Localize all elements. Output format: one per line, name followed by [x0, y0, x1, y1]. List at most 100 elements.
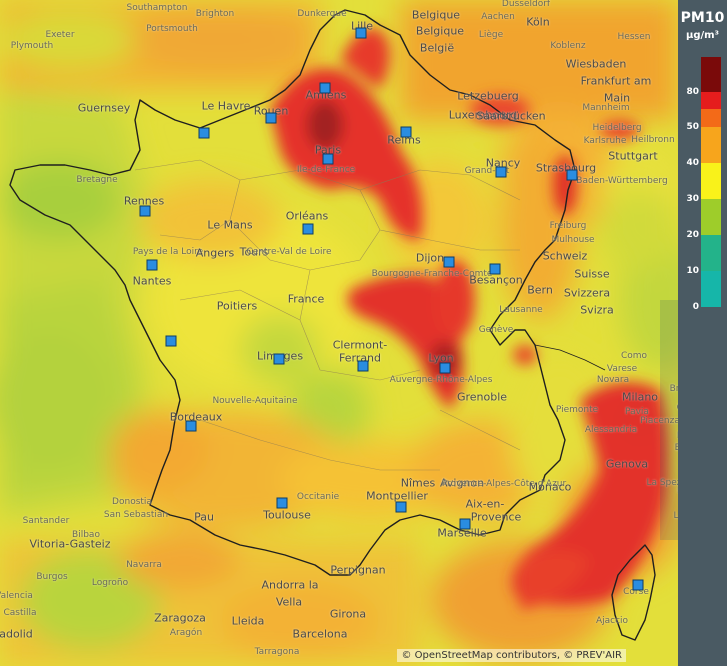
- station-marker[interactable]: [439, 362, 451, 374]
- air-quality-map[interactable]: Southampton Brighton Dunkerque Belgique Aach…: [0, 0, 678, 666]
- city-label: Dunkerque: [297, 9, 347, 19]
- city-label: Mannheim: [582, 103, 630, 113]
- station-marker[interactable]: [276, 497, 288, 509]
- city-label: Emilia-Rom: [674, 443, 678, 453]
- legend-tick-label: 10: [686, 266, 699, 276]
- city-label: Vella: [275, 595, 303, 609]
- city-label: Aachen: [481, 12, 515, 22]
- city-label: Strasbourg: [535, 161, 597, 175]
- legend-tick-label: 50: [686, 122, 699, 132]
- station-marker[interactable]: [443, 256, 455, 268]
- legend-band: [701, 57, 721, 92]
- city-label: Montpellier: [366, 489, 428, 503]
- city-label: Besançon: [469, 273, 523, 287]
- city-label: Monaco: [528, 480, 572, 494]
- city-label: Suisse: [574, 267, 610, 281]
- city-label: Novara: [596, 375, 630, 385]
- city-label: Hessen: [617, 32, 651, 42]
- city-label: Piemonte: [555, 405, 599, 415]
- station-marker[interactable]: [566, 169, 578, 181]
- station-marker[interactable]: [495, 166, 507, 178]
- city-label: Santander: [22, 516, 70, 526]
- city-label: Girona: [329, 607, 367, 621]
- station-marker[interactable]: [355, 27, 367, 39]
- city-label: Karlsruhe: [583, 136, 627, 146]
- station-marker[interactable]: [400, 126, 412, 138]
- city-label: Guernsey: [77, 101, 131, 115]
- city-label: Schweiz: [542, 249, 588, 263]
- city-label: Bretagne: [76, 175, 118, 185]
- legend-tick-label: 30: [686, 194, 699, 204]
- legend-tick-label: 80: [686, 87, 699, 97]
- station-marker[interactable]: [395, 501, 407, 513]
- legend-tick-label: 40: [686, 158, 699, 168]
- station-marker[interactable]: [185, 420, 197, 432]
- city-label: Southampton: [126, 3, 188, 13]
- station-marker[interactable]: [357, 360, 369, 372]
- city-label: Reims: [387, 133, 421, 147]
- city-label: Logroño: [91, 578, 129, 588]
- station-marker[interactable]: [302, 223, 314, 235]
- city-label: Dijon: [415, 251, 445, 265]
- station-marker[interactable]: [632, 579, 644, 591]
- city-label: Freiburg: [549, 221, 587, 231]
- station-marker[interactable]: [198, 127, 210, 139]
- legend-tick-label: 20: [686, 230, 699, 240]
- city-label: Barcelona: [292, 627, 348, 641]
- city-label: Lyon: [428, 351, 454, 365]
- city-label: Occitanie: [296, 492, 340, 502]
- city-label: Provence: [470, 510, 522, 524]
- city-label: Livorno: [673, 511, 678, 521]
- city-label: Aragón: [169, 628, 203, 638]
- city-label: Ile-de-France: [296, 165, 356, 175]
- city-label: Genova: [605, 457, 649, 471]
- city-label: Saarbrücken: [476, 109, 546, 123]
- city-label: Varese: [606, 364, 638, 374]
- city-label: Letzebuerg: [457, 89, 519, 103]
- city-label: Valencia: [0, 591, 33, 601]
- station-marker[interactable]: [459, 518, 471, 530]
- city-label: Como: [620, 351, 648, 361]
- city-label: France: [287, 292, 325, 306]
- city-label: Ferrand: [338, 351, 382, 365]
- station-marker[interactable]: [265, 112, 277, 124]
- station-marker[interactable]: [139, 205, 151, 217]
- station-marker[interactable]: [319, 82, 331, 94]
- city-label: San Sebastián: [103, 510, 169, 520]
- city-label: Andorra la: [261, 578, 319, 592]
- city-label: Clermont-: [332, 338, 388, 352]
- pollution-layer: [0, 0, 678, 666]
- city-label: Vitoria-Gasteiz: [29, 537, 111, 551]
- city-label: Svizra: [580, 303, 614, 317]
- city-label: Aix-en-: [465, 497, 505, 511]
- city-label: Toulouse: [263, 508, 311, 522]
- city-label: Avignon: [439, 476, 485, 490]
- city-label: La Spezia: [646, 478, 678, 488]
- station-marker[interactable]: [322, 153, 334, 165]
- city-label: Lleida: [231, 614, 265, 628]
- city-label: Le Havre: [201, 99, 251, 113]
- city-label: adolid: [0, 627, 33, 641]
- station-marker[interactable]: [165, 335, 177, 347]
- legend-band: [701, 199, 721, 235]
- station-marker[interactable]: [489, 263, 501, 275]
- city-label: Rennes: [123, 194, 165, 208]
- city-label: Castilla: [3, 608, 37, 618]
- city-label: Stuttgart: [608, 149, 658, 163]
- city-label: Main: [603, 91, 631, 105]
- city-label: België: [419, 41, 455, 55]
- station-marker[interactable]: [273, 353, 285, 365]
- city-label: Grenoble: [456, 390, 508, 404]
- city-label: Le Mans: [207, 218, 253, 232]
- pm10-legend: PM10 µg/m³ 80 50 40 30 20 10 0: [678, 0, 727, 666]
- city-label: Nantes: [132, 274, 172, 288]
- city-label: Tarragona: [254, 647, 300, 657]
- station-marker[interactable]: [146, 259, 158, 271]
- city-label: Donostia: [112, 497, 152, 507]
- city-label: Lausanne: [499, 305, 543, 315]
- city-label: Corse: [623, 587, 649, 597]
- city-label: Amiens: [305, 88, 347, 102]
- city-label: Rouen: [253, 104, 289, 118]
- city-label: Cremona: [677, 403, 678, 413]
- city-label: Orléans: [285, 209, 329, 223]
